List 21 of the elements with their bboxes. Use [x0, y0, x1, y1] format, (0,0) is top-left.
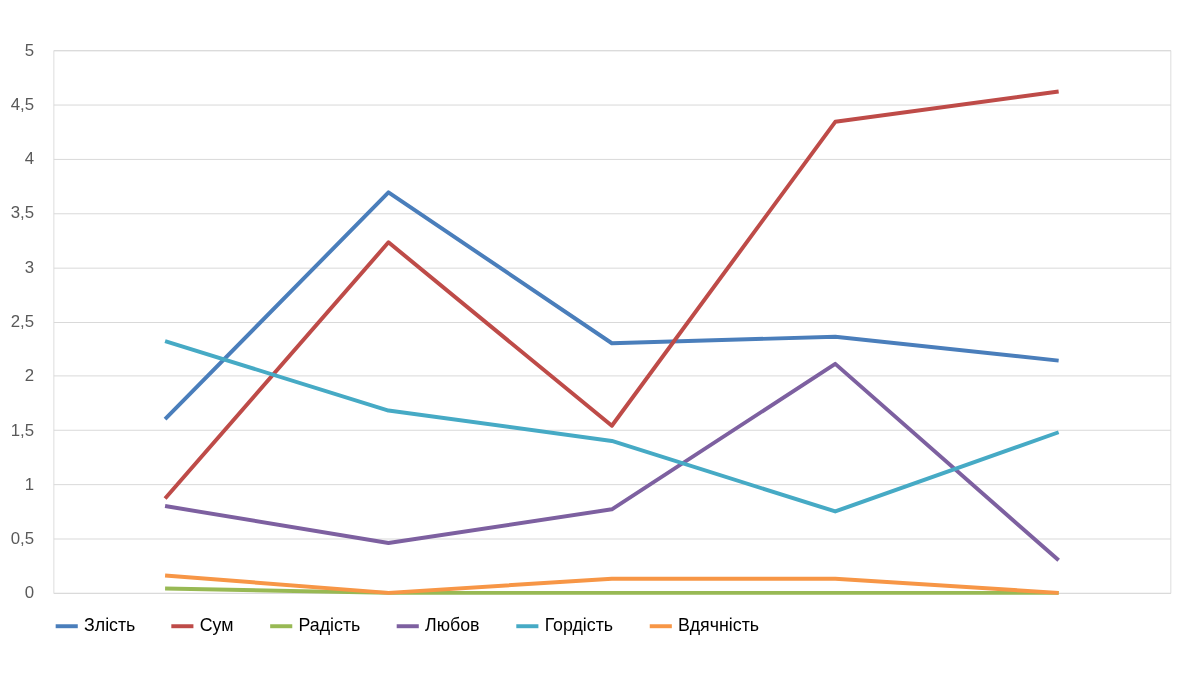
y-tick-label: 0: [24, 583, 35, 603]
y-tick-label: 2: [24, 366, 35, 386]
y-tick-label: 2,5: [10, 311, 35, 331]
y-tick-label: 1,5: [10, 420, 35, 440]
y-tick-label: 3,5: [10, 203, 35, 223]
line-series: [163, 339, 1061, 514]
legend-label: Злість: [84, 615, 136, 636]
line-series: [163, 361, 1061, 563]
legend-label: Вдячність: [678, 615, 760, 636]
y-tick-label: 0,5: [10, 529, 35, 549]
legend-label: Гордість: [544, 615, 614, 636]
legend-label: Радість: [298, 615, 361, 636]
line-series: [163, 89, 1061, 501]
y-tick-label: 5: [24, 40, 35, 60]
y-tick-label: 4: [24, 149, 35, 169]
legend-label: Сум: [199, 615, 234, 636]
y-tick-label: 3: [24, 257, 35, 277]
y-tick-label: 4,5: [10, 94, 35, 114]
y-tick-label: 1: [24, 474, 35, 494]
legend-label: Любов: [425, 615, 480, 636]
line-series: [163, 190, 1061, 422]
